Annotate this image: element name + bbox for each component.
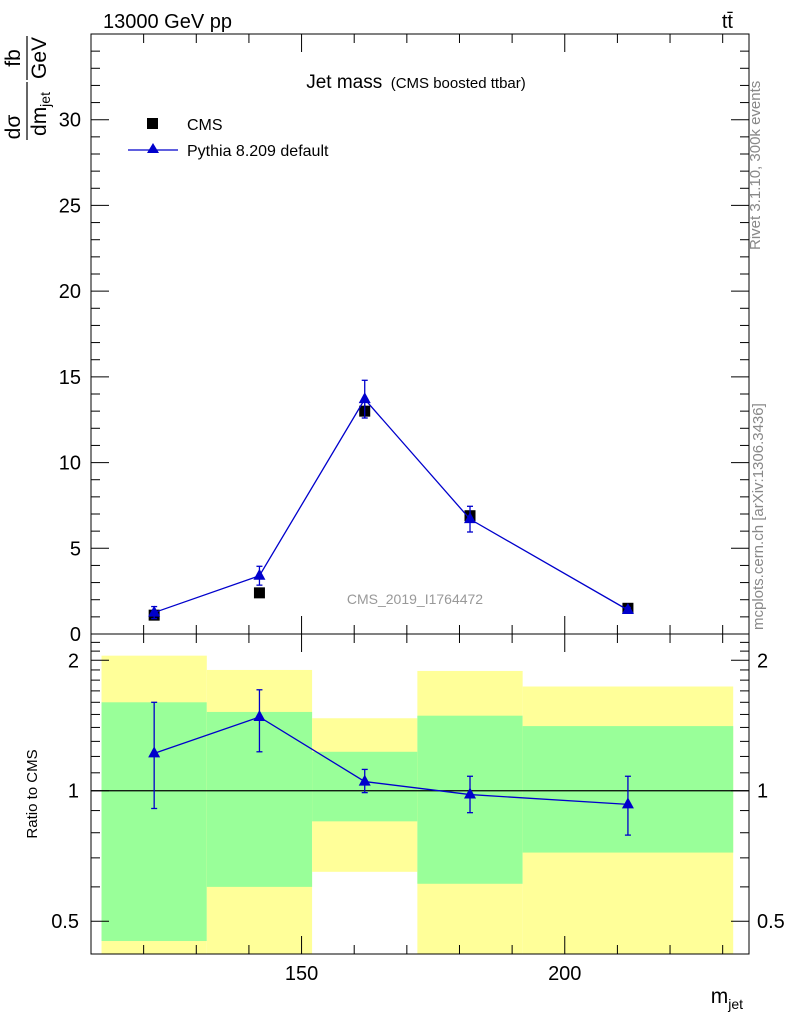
x-axis-label-sub: jet bbox=[727, 996, 743, 1012]
x-axis-label-main: m bbox=[711, 985, 729, 1008]
mc-point-4 bbox=[621, 603, 634, 614]
analysis-watermark: CMS_2019_I1764472 bbox=[347, 591, 483, 607]
ylabel-denominator: dmjet bbox=[28, 92, 53, 136]
ylabel-denominator-main: dm bbox=[28, 107, 51, 136]
ry-tick-label-r-1: 1 bbox=[757, 781, 768, 803]
y-tick-label-5: 5 bbox=[70, 538, 81, 560]
plot-title-sub: (CMS boosted ttbar) bbox=[391, 75, 526, 92]
legend-mc-marker bbox=[147, 143, 159, 153]
x-tick-label-200: 200 bbox=[548, 963, 581, 985]
x-axis-label: mjet bbox=[711, 985, 743, 1012]
rivet-label: Rivet 3.1.10, 300k events bbox=[747, 81, 764, 250]
ratio-plot-series bbox=[148, 689, 634, 836]
cms-point-1 bbox=[253, 587, 265, 599]
ratio-point-2 bbox=[358, 774, 371, 786]
ratio-point-1 bbox=[253, 709, 266, 721]
y-tick-label-15: 15 bbox=[59, 367, 81, 389]
y-tick-label-30: 30 bbox=[59, 110, 81, 132]
ry-tick-label-l-0.5: 0.5 bbox=[51, 911, 79, 933]
legend-mc-label: Pythia 8.209 default bbox=[187, 143, 329, 160]
legend-cms-label: CMS bbox=[187, 117, 223, 134]
y-tick-label-25: 25 bbox=[59, 195, 81, 217]
energy-label: 13000 GeV pp bbox=[103, 11, 232, 33]
legend: CMS Pythia 8.209 default bbox=[128, 117, 329, 160]
ry-tick-label-l-1: 1 bbox=[68, 781, 79, 803]
main-plot-series bbox=[148, 379, 634, 621]
main-y-axis-label: dσ dmjet fb GeV bbox=[2, 36, 53, 140]
mc-point-0 bbox=[148, 605, 161, 617]
mc-point-1 bbox=[253, 568, 266, 580]
process-label: tt̄ bbox=[722, 11, 734, 33]
ylabel-unit-numerator: fb bbox=[2, 49, 25, 67]
plot-title-main: Jet mass bbox=[306, 72, 382, 93]
y-tick-label-0: 0 bbox=[70, 624, 81, 646]
mcplots-label: mcplots.cern.ch [arXiv:1306.3436] bbox=[750, 403, 767, 630]
y-tick-label-10: 10 bbox=[59, 453, 81, 475]
plot-title: Jet mass (CMS boosted ttbar) bbox=[306, 72, 526, 93]
legend-cms-marker bbox=[147, 118, 158, 129]
ratio-point-4 bbox=[621, 797, 634, 809]
ratio-plot-frame bbox=[90, 633, 750, 955]
mc-line bbox=[153, 398, 629, 614]
axis-tick-labels: 150 200 0 5 10 15 20 25 30 0.5 0.5 1 1 2 2 bbox=[51, 110, 785, 985]
axis-ticks bbox=[90, 33, 749, 954]
ry-tick-label-r-2: 2 bbox=[757, 650, 768, 672]
mc-point-2 bbox=[358, 392, 371, 404]
ry-tick-label-r-0.5: 0.5 bbox=[757, 911, 785, 933]
ylabel-denominator-sub: jet bbox=[37, 92, 53, 108]
mc-point-3 bbox=[464, 512, 477, 524]
plot-frames bbox=[90, 33, 750, 955]
y-tick-label-20: 20 bbox=[59, 281, 81, 303]
ratio-y-axis-label: Ratio to CMS bbox=[24, 749, 41, 838]
x-tick-label-150: 150 bbox=[285, 963, 318, 985]
ratio-point-0 bbox=[148, 746, 161, 758]
ry-tick-label-l-2: 2 bbox=[68, 650, 79, 672]
ratio-uncertainty-bands bbox=[101, 655, 734, 954]
ylabel-unit-denominator: GeV bbox=[28, 37, 51, 79]
ylabel-numerator: dσ bbox=[2, 115, 25, 140]
ratio-point-3 bbox=[464, 787, 477, 799]
